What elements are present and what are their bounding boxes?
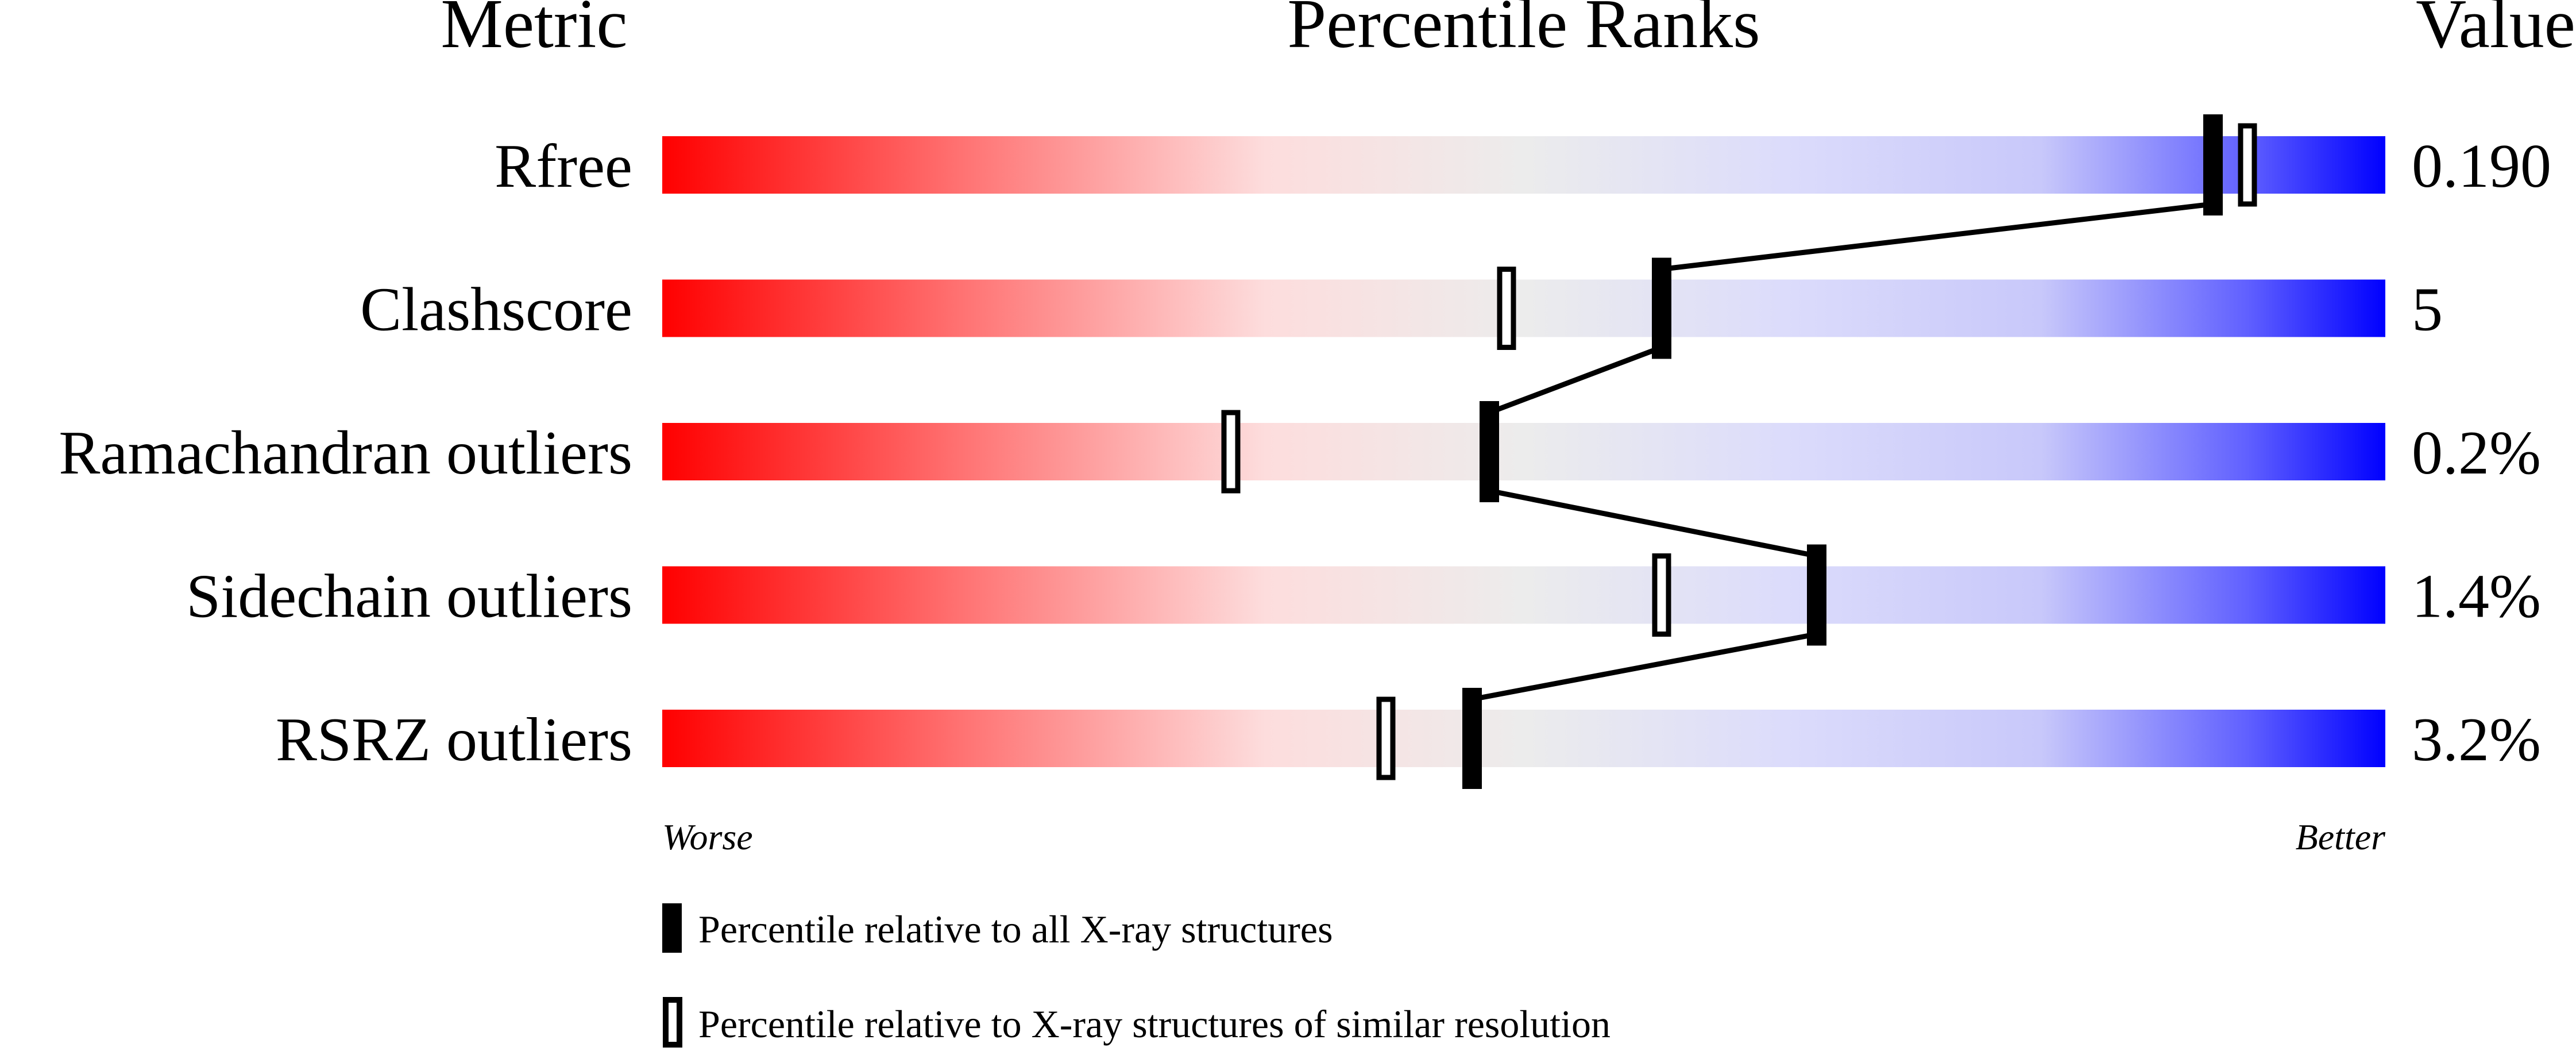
metric-label: RSRZ outliers [276,706,632,774]
metric-value: 0.2% [2412,419,2541,487]
header-percentile-ranks: Percentile Ranks [1287,0,1760,63]
gradient-bar [662,566,2385,624]
axis-label-better: Better [2296,817,2386,857]
legend-hollow-label: Percentile relative to X-ray structures … [698,1002,1611,1046]
metric-value: 5 [2412,276,2443,344]
connector-line [1489,488,1817,559]
percentile-all-marker [1652,257,1671,359]
legend-filled-label: Percentile relative to all X-ray structu… [698,907,1333,951]
metric-label: Ramachandran outliers [59,419,632,487]
metric-label: Sidechain outliers [186,563,632,631]
percentile-similar-marker [1376,696,1396,780]
header-value: Value [2416,0,2575,63]
metric-value: 1.4% [2412,563,2541,631]
gradient-bar [662,423,2385,480]
metric-value: 3.2% [2412,706,2541,774]
metric-label: Rfree [495,132,632,201]
percentile-similar-marker [1497,267,1516,350]
gradient-bar [662,710,2385,767]
percentile-all-marker [1807,544,1826,646]
connector-line [1661,201,2214,272]
percentile-similar-marker [1221,410,1241,494]
legend-hollow-marker [663,997,682,1048]
connector-line [1472,632,1817,702]
axis-label-worse: Worse [662,817,753,857]
connector-line [1488,345,1663,415]
header-metric: Metric [441,0,627,63]
metric-label: Clashscore [360,276,632,344]
metric-value: 0.190 [2412,132,2551,201]
percentile-all-marker [2203,114,2223,215]
percentile-all-marker [1480,401,1499,502]
gradient-bar [662,136,2385,194]
gradient-bar [662,279,2385,337]
percentile-similar-marker [1652,553,1671,637]
legend-filled-marker [662,903,682,953]
percentile-similar-marker [2238,123,2257,207]
percentile-all-marker [1462,688,1482,789]
